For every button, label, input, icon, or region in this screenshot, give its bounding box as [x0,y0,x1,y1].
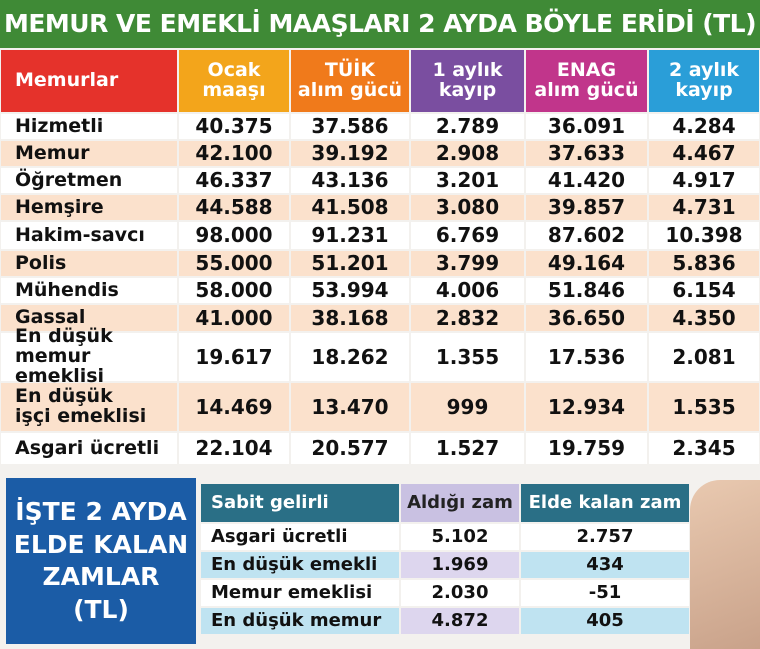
table-cell: -51 [521,580,689,606]
row-label: Hemşire [1,195,177,220]
table-cell: 12.934 [526,383,647,431]
table-cell: 434 [521,552,689,578]
table-cell: 58.000 [179,278,289,303]
table-cell: 4.731 [649,195,759,220]
table-cell: 3.080 [411,195,524,220]
table-cell: 39.192 [291,141,409,166]
table-cell: 4.350 [649,305,759,331]
table-cell: 2.832 [411,305,524,331]
table-cell: 37.633 [526,141,647,166]
table-cell: 2.081 [649,333,759,381]
table-cell: 39.857 [526,195,647,220]
table-cell: 20.577 [291,433,409,464]
table-cell: 1.969 [401,552,519,578]
row-label: Hizmetli [1,114,177,139]
row-label: En düşük memur emeklisi [1,326,177,386]
table-cell: 4.467 [649,141,759,166]
table-cell: 46.337 [179,168,289,193]
table-cell: 14.469 [179,383,289,431]
table-cell: 3.799 [411,251,524,276]
table-cell: 98.000 [179,222,289,249]
table-cell: 4.872 [401,608,519,634]
table-cell: 38.168 [291,305,409,331]
table-cell: 1.355 [411,333,524,381]
header-cell: 2 aylık kayıp [649,50,759,112]
header-cell: Elde kalan zam [521,484,689,522]
row-label: Asgari ücretli [1,433,177,464]
header-cell: ENAG alım gücü [526,50,647,112]
table-cell: 13.470 [291,383,409,431]
table-cell: 44.588 [179,195,289,220]
table-cell: 2.030 [401,580,519,606]
table-cell: 43.136 [291,168,409,193]
table-cell: 10.398 [649,222,759,249]
table-cell: 5.836 [649,251,759,276]
row-label: Asgari ücretli [201,524,399,550]
header-cell: Sabit gelirli [201,484,399,522]
side-panel: İŞTE 2 AYDA ELDE KALAN ZAMLAR (TL) [6,478,196,644]
row-label: En düşük emekli [201,552,399,578]
header-cell: Aldığı zam [401,484,519,522]
table-cell: 4.006 [411,278,524,303]
row-label: Memur emeklisi [201,580,399,606]
table-cell: 1.535 [649,383,759,431]
table-cell: 53.994 [291,278,409,303]
table-cell: 6.769 [411,222,524,249]
table-cell: 5.102 [401,524,519,550]
table-cell: 41.508 [291,195,409,220]
table-cell: 405 [521,608,689,634]
row-label: En düşük memur [201,608,399,634]
table-cell: 17.536 [526,333,647,381]
table-cell: 3.201 [411,168,524,193]
row-label: Gassal [1,305,177,331]
row-label: Öğretmen [1,168,177,193]
table-cell: 87.602 [526,222,647,249]
table-cell: 55.000 [179,251,289,276]
table-cell: 2.908 [411,141,524,166]
table-cell: 19.759 [526,433,647,464]
table-cell: 42.100 [179,141,289,166]
table-cell: 49.164 [526,251,647,276]
header-cell: TÜİK alım gücü [291,50,409,112]
table-cell: 36.091 [526,114,647,139]
table-cell: 51.201 [291,251,409,276]
table-cell: 19.617 [179,333,289,381]
title: MEMUR VE EMEKLİ MAAŞLARI 2 AYDA BÖYLE ER… [0,0,760,48]
row-label: Mühendis [1,278,177,303]
table-cell: 91.231 [291,222,409,249]
header-cell: Memurlar [1,50,177,112]
table-cell: 18.262 [291,333,409,381]
row-label: Memur [1,141,177,166]
table-cell: 4.917 [649,168,759,193]
table-cell: 2.757 [521,524,689,550]
money-image [690,480,760,649]
table-cell: 2.345 [649,433,759,464]
row-label: En düşük işçi emeklisi [1,383,177,431]
row-label: Hakim-savcı [1,222,177,249]
table-cell: 999 [411,383,524,431]
table-cell: 37.586 [291,114,409,139]
table-cell: 1.527 [411,433,524,464]
table-cell: 51.846 [526,278,647,303]
table-cell: 2.789 [411,114,524,139]
header-cell: Ocak maaşı [179,50,289,112]
table-cell: 41.000 [179,305,289,331]
table-cell: 6.154 [649,278,759,303]
table-cell: 41.420 [526,168,647,193]
header-cell: 1 aylık kayıp [411,50,524,112]
table-cell: 36.650 [526,305,647,331]
table-cell: 40.375 [179,114,289,139]
table-cell: 22.104 [179,433,289,464]
table-cell: 4.284 [649,114,759,139]
row-label: Polis [1,251,177,276]
